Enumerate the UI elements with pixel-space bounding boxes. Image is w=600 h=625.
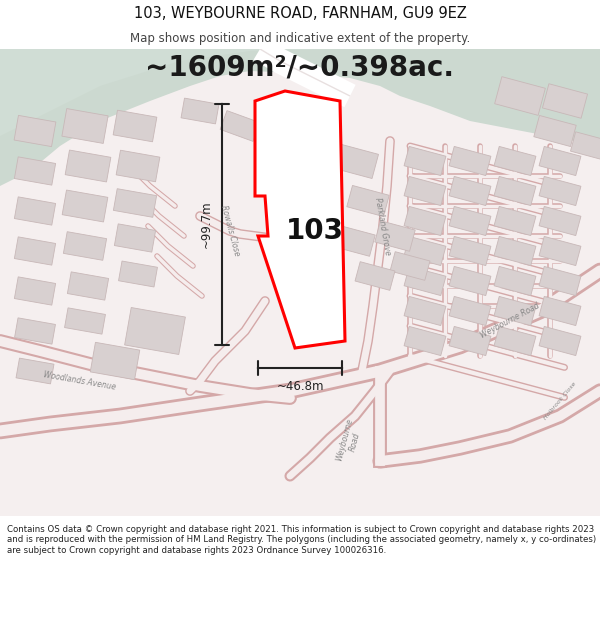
- Polygon shape: [65, 308, 106, 334]
- Polygon shape: [542, 84, 587, 118]
- Text: Contains OS data © Crown copyright and database right 2021. This information is : Contains OS data © Crown copyright and d…: [7, 525, 596, 555]
- Polygon shape: [255, 91, 345, 348]
- Polygon shape: [14, 197, 56, 225]
- Text: 103: 103: [286, 217, 344, 245]
- Polygon shape: [113, 189, 157, 218]
- Polygon shape: [539, 266, 581, 296]
- Polygon shape: [494, 326, 536, 356]
- Polygon shape: [494, 176, 536, 206]
- Polygon shape: [64, 232, 107, 260]
- Text: Weybourne Road: Weybourne Road: [479, 302, 541, 341]
- Text: Weybourne
Road: Weybourne Road: [335, 418, 365, 465]
- Polygon shape: [449, 296, 491, 326]
- Polygon shape: [539, 236, 581, 266]
- Polygon shape: [14, 237, 56, 265]
- Text: ~46.8m: ~46.8m: [276, 379, 324, 392]
- Polygon shape: [16, 358, 54, 384]
- Polygon shape: [494, 236, 536, 266]
- Text: 103, WEYBOURNE ROAD, FARNHAM, GU9 9EZ: 103, WEYBOURNE ROAD, FARNHAM, GU9 9EZ: [134, 6, 466, 21]
- Polygon shape: [404, 296, 446, 326]
- Polygon shape: [181, 98, 219, 124]
- Text: Rowalls Close: Rowalls Close: [219, 204, 241, 258]
- Polygon shape: [390, 252, 430, 281]
- Polygon shape: [14, 157, 56, 185]
- Polygon shape: [404, 206, 446, 236]
- Polygon shape: [494, 206, 536, 236]
- Text: Woodlands Avenue: Woodlands Avenue: [43, 370, 117, 392]
- Polygon shape: [220, 111, 260, 141]
- Polygon shape: [116, 150, 160, 182]
- Text: Map shows position and indicative extent of the property.: Map shows position and indicative extent…: [130, 31, 470, 44]
- Text: ~1609m²/~0.398ac.: ~1609m²/~0.398ac.: [146, 54, 455, 82]
- Polygon shape: [449, 236, 491, 266]
- Polygon shape: [449, 146, 491, 176]
- Text: Parkland Grove: Parkland Grove: [373, 196, 392, 256]
- Polygon shape: [335, 226, 375, 256]
- Polygon shape: [539, 176, 581, 206]
- Polygon shape: [14, 318, 55, 344]
- Polygon shape: [14, 116, 56, 147]
- Polygon shape: [404, 236, 446, 266]
- Polygon shape: [494, 146, 536, 176]
- Polygon shape: [494, 296, 536, 326]
- Text: ~99.7m: ~99.7m: [199, 201, 212, 248]
- Polygon shape: [282, 158, 328, 195]
- Polygon shape: [494, 266, 536, 296]
- Polygon shape: [539, 326, 581, 356]
- Polygon shape: [539, 296, 581, 326]
- Polygon shape: [449, 266, 491, 296]
- Polygon shape: [90, 342, 140, 379]
- Polygon shape: [299, 196, 341, 226]
- Text: Holbrook Close: Holbrook Close: [543, 381, 577, 421]
- Polygon shape: [539, 146, 581, 176]
- Polygon shape: [113, 110, 157, 142]
- Polygon shape: [375, 221, 415, 251]
- Polygon shape: [355, 262, 395, 291]
- Polygon shape: [67, 272, 109, 300]
- Polygon shape: [534, 116, 576, 146]
- Polygon shape: [404, 266, 446, 296]
- Polygon shape: [404, 146, 446, 176]
- Polygon shape: [539, 206, 581, 236]
- Polygon shape: [0, 49, 350, 136]
- Polygon shape: [62, 109, 108, 143]
- Polygon shape: [404, 326, 446, 356]
- Polygon shape: [404, 176, 446, 206]
- Polygon shape: [494, 77, 545, 116]
- Polygon shape: [449, 326, 491, 356]
- Polygon shape: [449, 206, 491, 236]
- Polygon shape: [347, 186, 389, 216]
- Polygon shape: [65, 150, 111, 182]
- Polygon shape: [115, 224, 155, 252]
- Polygon shape: [449, 176, 491, 206]
- Polygon shape: [0, 49, 600, 186]
- Polygon shape: [571, 132, 600, 160]
- Polygon shape: [14, 277, 56, 305]
- Polygon shape: [331, 144, 379, 179]
- Polygon shape: [62, 190, 108, 222]
- Polygon shape: [125, 308, 185, 354]
- Polygon shape: [119, 261, 157, 287]
